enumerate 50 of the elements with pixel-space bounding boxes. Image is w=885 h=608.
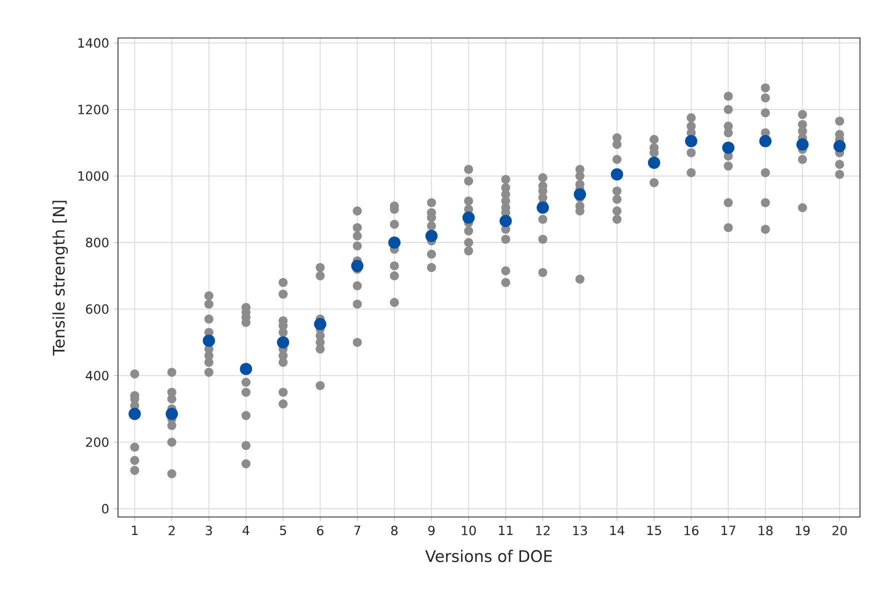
x-tick-label: 16: [684, 526, 698, 536]
x-tick-label: 5: [280, 526, 286, 536]
x-tick-label: 8: [391, 526, 398, 536]
y-tick-label: 0: [102, 504, 108, 514]
point: [351, 260, 364, 272]
x-tick-label: 20: [832, 526, 847, 536]
x-tick-label: 6: [317, 526, 324, 536]
y-tick-label: 600: [86, 304, 108, 314]
point: [610, 168, 624, 181]
point: [648, 156, 660, 169]
x-tick-label: 7: [354, 526, 360, 535]
x-tick-label: 19: [796, 526, 810, 536]
x-tick-label: 12: [536, 526, 550, 536]
x-axis-title: Versions of DOE: [425, 550, 552, 562]
y-tick-label: 1200: [78, 104, 108, 114]
x-tick-label: 3: [206, 526, 212, 536]
point: [833, 140, 846, 152]
y-tick-label: 400: [86, 370, 108, 380]
point: [685, 134, 698, 148]
y-tick-label: 800: [86, 238, 108, 248]
x-tick-label: 14: [610, 526, 624, 535]
point: [759, 134, 772, 148]
point: [796, 138, 809, 151]
x-tick-label: 11: [499, 526, 513, 535]
point: [388, 236, 401, 249]
x-tick-label: 17: [722, 526, 736, 535]
x-tick-label: 15: [647, 526, 662, 536]
x-tick-label: 2: [168, 526, 175, 536]
y-tick-label: 1400: [78, 38, 108, 48]
point: [722, 142, 734, 154]
point: [425, 230, 438, 242]
y-tick-label: 200: [86, 437, 108, 447]
x-tick-label: 4: [242, 526, 250, 535]
point: [202, 334, 216, 347]
point: [462, 211, 475, 224]
x-tick-label: 10: [462, 526, 476, 536]
y-tick-label: 1000: [78, 171, 108, 181]
point: [500, 214, 512, 228]
y-axis-title: Tensile strength [N]: [52, 200, 68, 356]
point: [536, 202, 549, 214]
point: [240, 362, 252, 376]
x-tick-label: 9: [428, 526, 435, 536]
x-tick-label: 18: [758, 526, 773, 536]
point: [166, 408, 178, 420]
point: [128, 408, 141, 420]
point: [276, 336, 290, 348]
x-tick-label: 13: [573, 526, 587, 536]
x-tick-label: 1: [132, 526, 138, 535]
point: [314, 318, 326, 330]
point: [574, 188, 586, 200]
